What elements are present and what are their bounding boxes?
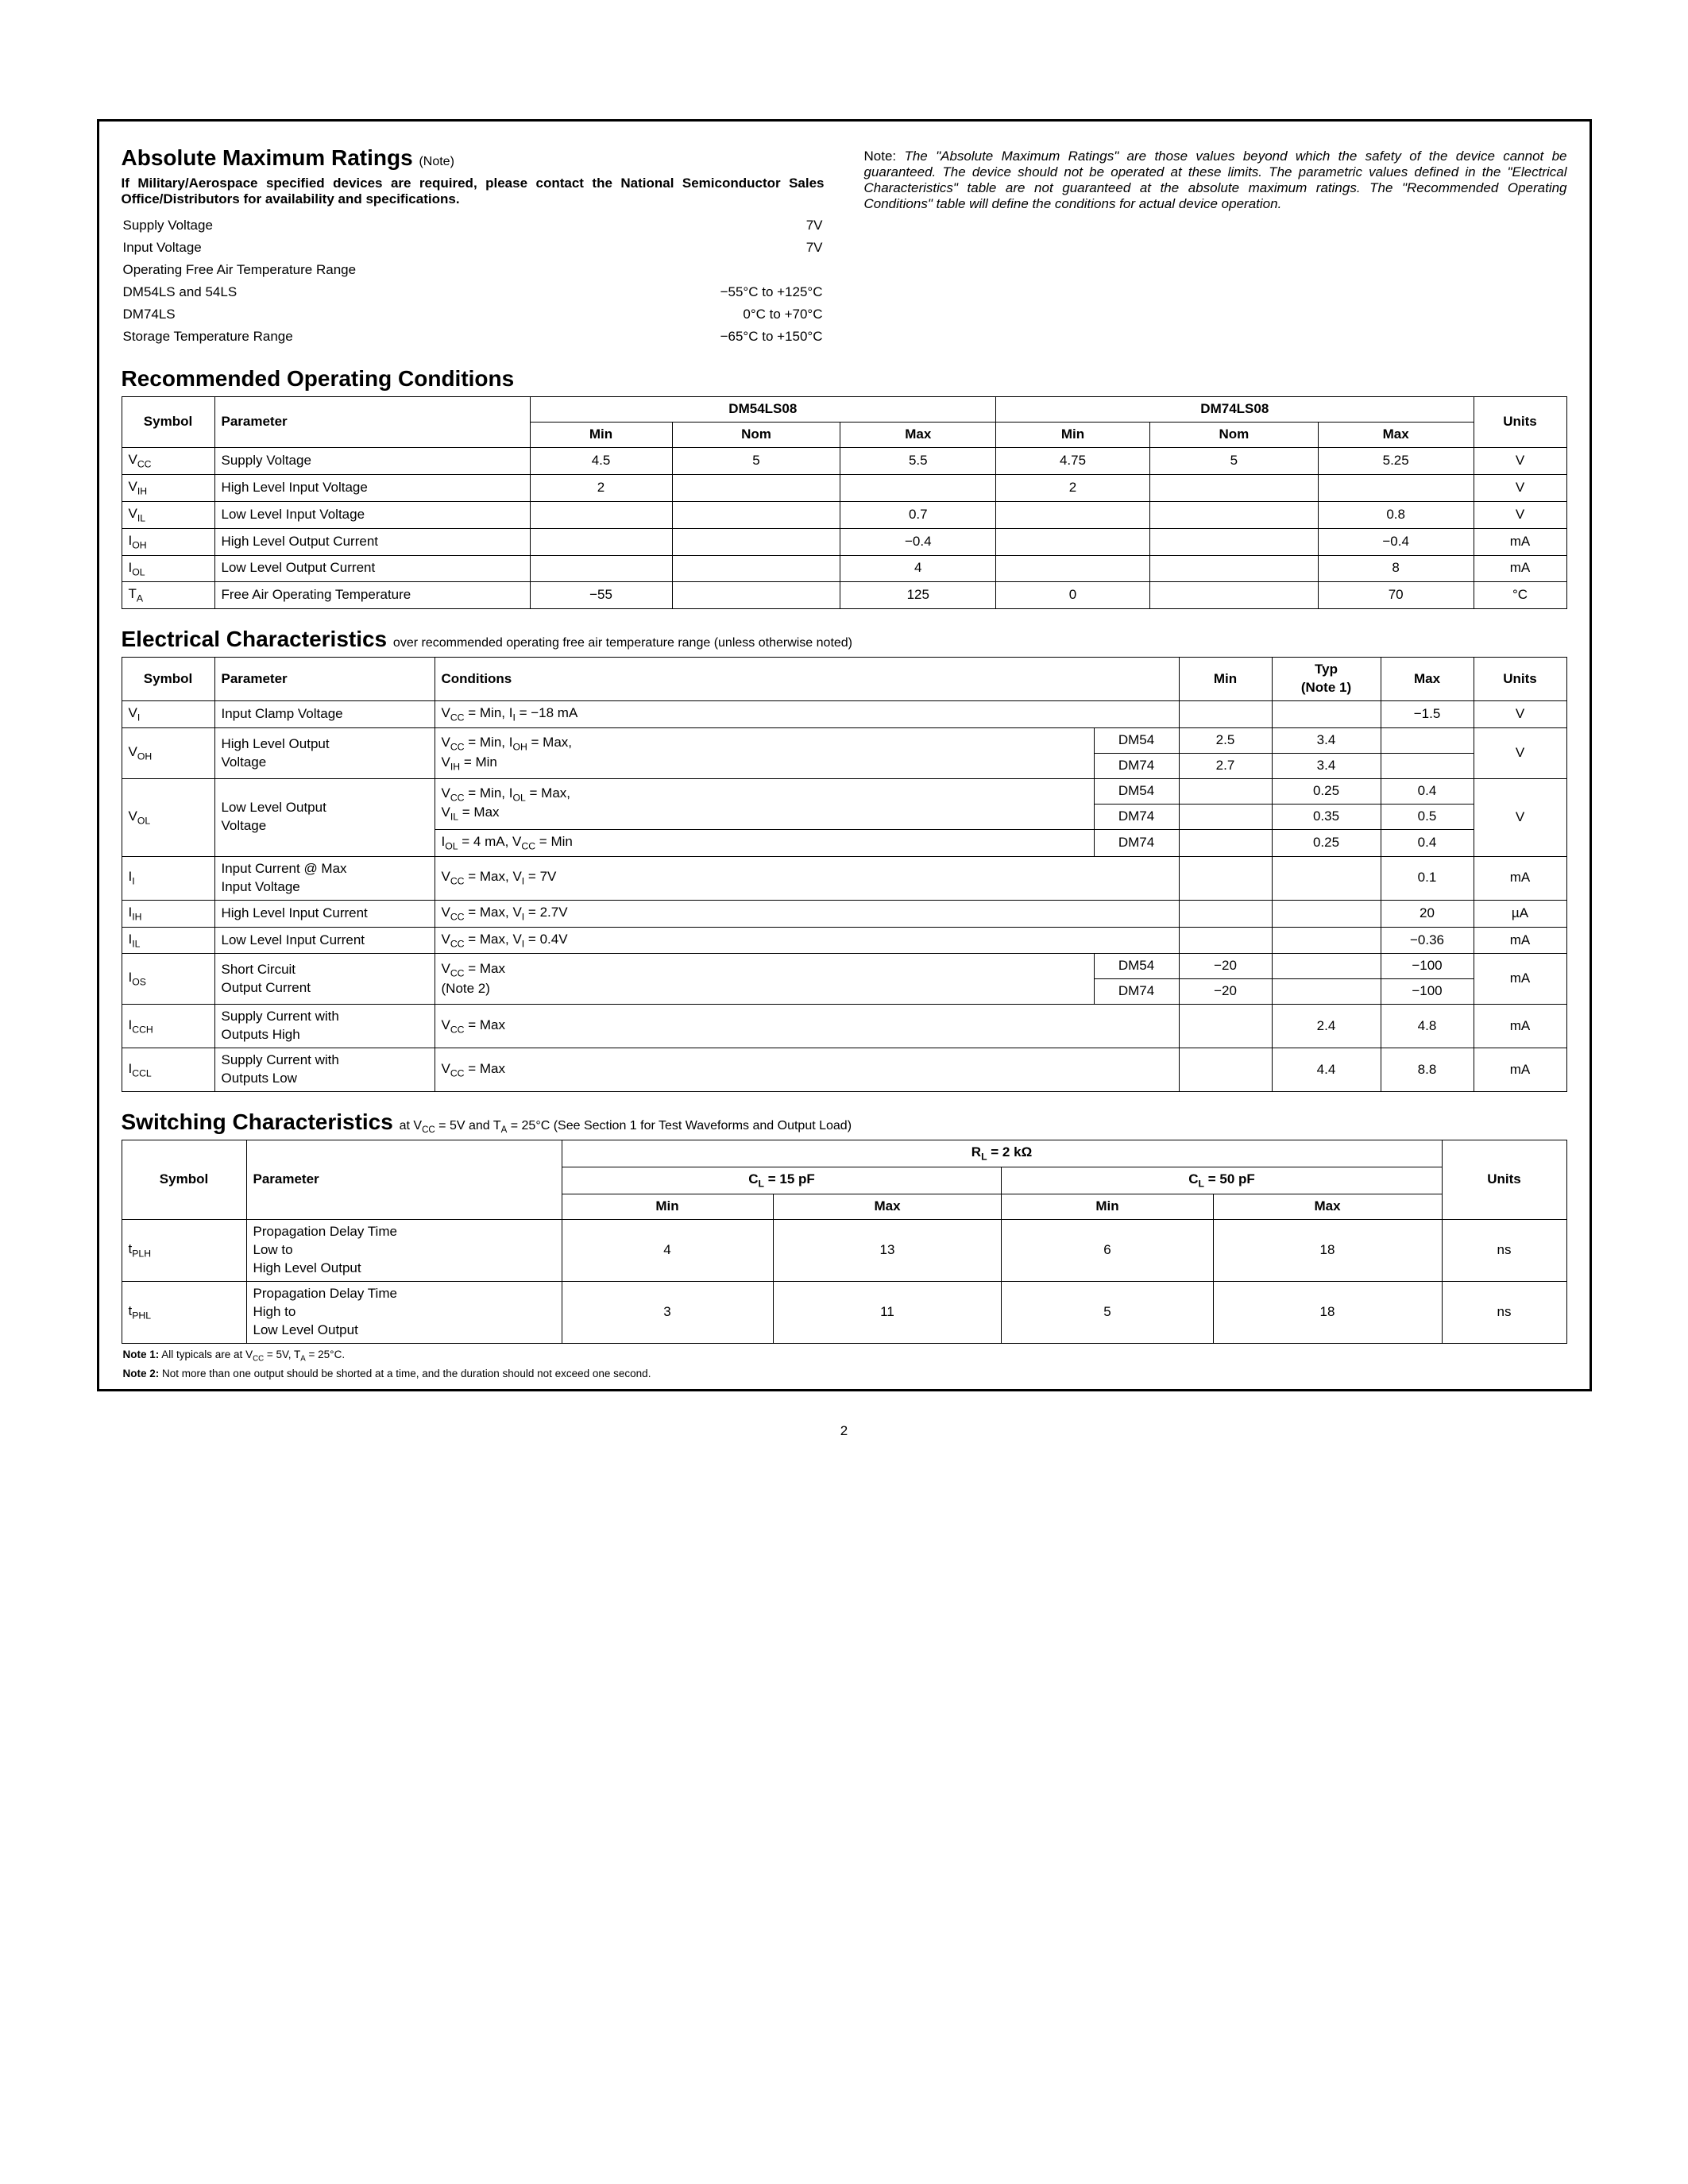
amr-heading-text: Absolute Maximum Ratings — [122, 145, 413, 170]
list-item: DM54LS and 54LS−55°C to +125°C — [123, 282, 823, 303]
sc-rl: RL = 2 kΩ — [562, 1140, 1442, 1167]
roc-col-max2: Max — [1318, 422, 1474, 447]
roc-group1: DM54LS08 — [530, 397, 996, 423]
roc-col-symbol: Symbol — [122, 397, 214, 448]
table-row: ICCH Supply Current withOutputs High VCC… — [122, 1005, 1566, 1048]
ec-col-units: Units — [1474, 658, 1566, 701]
table-row: IOLLow Level Output Current48mA — [122, 555, 1566, 582]
datasheet-page: Absolute Maximum Ratings (Note) If Milit… — [97, 119, 1592, 1391]
table-row: tPHLPropagation Delay TimeHigh toLow Lev… — [122, 1281, 1566, 1343]
amr-heading: Absolute Maximum Ratings (Note) — [122, 145, 825, 171]
roc-col-min1: Min — [530, 422, 672, 447]
sc-heading: Switching Characteristics at VCC = 5V an… — [122, 1109, 1567, 1135]
roc-col-nom2: Nom — [1149, 422, 1318, 447]
roc-table: Symbol Parameter DM54LS08 DM74LS08 Units… — [122, 396, 1567, 609]
sc-col-units: Units — [1442, 1140, 1566, 1220]
table-row: IIL Low Level Input Current VCC = Max, V… — [122, 927, 1566, 954]
roc-col-nom1: Nom — [672, 422, 840, 447]
table-row: VCCSupply Voltage4.555.54.7555.25V — [122, 447, 1566, 474]
list-item: Input Voltage7V — [123, 237, 823, 258]
ec-heading-text: Electrical Characteristics — [122, 627, 388, 651]
sc-cl1: CL = 15 pF — [562, 1167, 1002, 1194]
table-row: IOHHigh Level Output Current−0.4−0.4mA — [122, 528, 1566, 555]
sc-col-min2: Min — [1002, 1194, 1213, 1220]
roc-group2: DM74LS08 — [996, 397, 1474, 423]
roc-col-units: Units — [1474, 397, 1566, 448]
amr-note-suffix: (Note) — [419, 155, 454, 168]
list-item: Storage Temperature Range−65°C to +150°C — [123, 326, 823, 347]
ec-subtitle: over recommended operating free air temp… — [393, 636, 852, 650]
table-row: IOS Short CircuitOutput Current VCC = Ma… — [122, 954, 1566, 979]
table-row: VOH High Level OutputVoltage VCC = Min, … — [122, 728, 1566, 754]
page-number: 2 — [0, 1423, 1688, 1439]
sc-heading-text: Switching Characteristics — [122, 1109, 393, 1134]
table-row: VOL Low Level OutputVoltage VCC = Min, I… — [122, 778, 1566, 804]
sc-col-max1: Max — [773, 1194, 1002, 1220]
roc-col-max1: Max — [840, 422, 996, 447]
table-row: VILLow Level Input Voltage0.70.8V — [122, 501, 1566, 528]
sc-subtitle: at VCC = 5V and TA = 25°C (See Section 1… — [400, 1119, 852, 1133]
sc-col-symbol: Symbol — [122, 1140, 246, 1220]
table-row: II Input Current @ MaxInput Voltage VCC … — [122, 856, 1566, 900]
table-row: IIH High Level Input Current VCC = Max, … — [122, 900, 1566, 927]
ec-table: Symbol Parameter Conditions Min Typ(Note… — [122, 657, 1567, 1092]
list-item: Supply Voltage7V — [123, 215, 823, 236]
ec-col-typ: Typ(Note 1) — [1272, 658, 1381, 701]
amr-list-table: Supply Voltage7VInput Voltage7VOperating… — [122, 214, 825, 349]
note-1: Note 1: All typicals are at VCC = 5V, TA… — [123, 1349, 1567, 1364]
note-2: Note 2: Not more than one output should … — [123, 1368, 1567, 1379]
sc-col-max2: Max — [1213, 1194, 1442, 1220]
table-row: VIHHigh Level Input Voltage22V — [122, 474, 1566, 501]
table-row: ICCL Supply Current withOutputs Low VCC … — [122, 1048, 1566, 1092]
amr-military-note: If Military/Aerospace specified devices … — [122, 176, 825, 207]
amr-note-right-text: The "Absolute Maximum Ratings" are those… — [864, 149, 1567, 211]
list-item: Operating Free Air Temperature Range — [123, 260, 823, 280]
sc-col-parameter: Parameter — [246, 1140, 562, 1220]
ec-col-conditions: Conditions — [435, 658, 1179, 701]
ec-col-max: Max — [1381, 658, 1474, 701]
sc-cl2: CL = 50 pF — [1002, 1167, 1442, 1194]
roc-heading: Recommended Operating Conditions — [122, 366, 1567, 392]
sc-table: Symbol Parameter RL = 2 kΩ Units CL = 15… — [122, 1140, 1567, 1343]
sc-col-min1: Min — [562, 1194, 773, 1220]
ec-col-min: Min — [1179, 658, 1272, 701]
list-item: DM74LS0°C to +70°C — [123, 304, 823, 325]
amr-note-right: Note: The "Absolute Maximum Ratings" are… — [864, 149, 1567, 211]
ec-col-parameter: Parameter — [214, 658, 435, 701]
table-row: tPLHPropagation Delay TimeLow toHigh Lev… — [122, 1220, 1566, 1282]
roc-col-min2: Min — [996, 422, 1150, 447]
amr-section: Absolute Maximum Ratings (Note) If Milit… — [122, 145, 1567, 349]
ec-heading: Electrical Characteristics over recommen… — [122, 627, 1567, 652]
table-row: VI Input Clamp Voltage VCC = Min, II = −… — [122, 701, 1566, 728]
table-row: TAFree Air Operating Temperature−5512507… — [122, 582, 1566, 609]
ec-col-symbol: Symbol — [122, 658, 214, 701]
roc-col-parameter: Parameter — [214, 397, 530, 448]
